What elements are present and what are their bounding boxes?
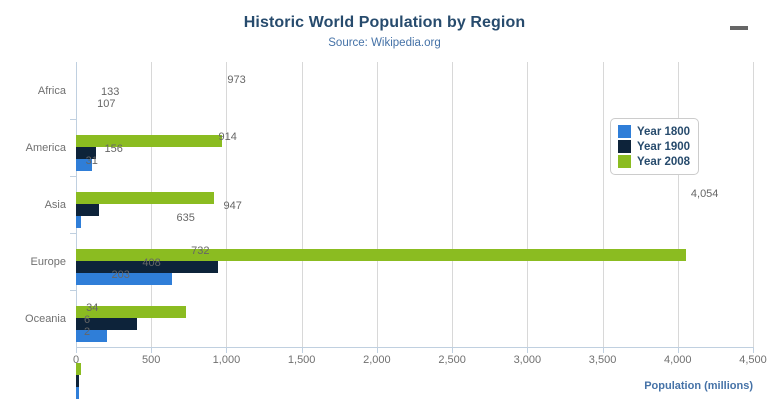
- bar-data-label: 6: [84, 313, 91, 326]
- x-axis-tick-label: 2,000: [363, 354, 391, 366]
- bar-data-label: 34: [86, 301, 99, 314]
- bar-europe-year-1800[interactable]: [76, 329, 107, 342]
- bar-america-year-1900[interactable]: [76, 203, 100, 216]
- bar-data-label: 2: [84, 325, 91, 338]
- x-axis-tick: [226, 347, 228, 353]
- x-gridline: [226, 62, 228, 347]
- y-axis-tick: [70, 290, 76, 291]
- x-axis-tick: [527, 347, 529, 353]
- chart-subtitle: Source: Wikipedia.org: [328, 37, 441, 49]
- legend-label: Year 2008: [637, 155, 691, 168]
- bar-data-label: 914: [218, 130, 237, 143]
- bar-europe-year-2008[interactable]: [76, 305, 187, 318]
- bar-europe-year-1900[interactable]: [76, 317, 138, 330]
- y-axis-category-label: Europe: [30, 255, 66, 268]
- bar-oceania-year-2008[interactable]: [76, 362, 82, 375]
- bar-asia-year-1800[interactable]: [76, 272, 172, 285]
- x-gridline: [677, 62, 679, 347]
- bar-data-label: 156: [104, 142, 123, 155]
- bar-data-label: 107: [97, 97, 116, 110]
- y-axis-category-label: America: [25, 141, 66, 154]
- x-gridline: [602, 62, 604, 347]
- y-axis-tick: [70, 233, 76, 234]
- x-axis-tick: [301, 347, 303, 353]
- x-axis-tick-label: 4,000: [664, 354, 692, 366]
- bar-data-label: 408: [142, 256, 161, 269]
- bar-africa-year-2008[interactable]: [76, 134, 223, 147]
- x-gridline: [753, 62, 754, 347]
- x-axis-tick: [376, 347, 378, 353]
- legend-swatch-icon: [618, 125, 631, 138]
- y-axis-tick: [70, 176, 76, 177]
- legend-swatch-icon: [618, 155, 631, 168]
- legend-item-year-1900[interactable]: Year 1900: [618, 139, 690, 154]
- y-axis-category-label: Africa: [37, 84, 66, 97]
- bar-data-label: 947: [223, 199, 242, 212]
- x-axis-tick-label: 2,500: [438, 354, 466, 366]
- bar-asia-year-2008[interactable]: [76, 248, 686, 261]
- x-gridline: [452, 62, 454, 347]
- x-axis-tick: [753, 347, 754, 353]
- x-axis-tick: [602, 347, 604, 353]
- x-gridline: [376, 62, 378, 347]
- x-axis-tick-label: 4,500: [739, 354, 767, 366]
- bar-data-label: 973: [227, 73, 246, 86]
- bar-data-label: 635: [176, 211, 195, 224]
- bar-data-label: 133: [101, 85, 120, 98]
- y-axis-tick: [70, 119, 76, 120]
- x-axis-tick: [677, 347, 679, 353]
- x-gridline: [301, 62, 303, 347]
- x-axis-tick-label: 1,000: [212, 354, 241, 366]
- legend-item-year-1800[interactable]: Year 1800: [618, 124, 690, 139]
- legend-swatch-icon: [618, 140, 631, 153]
- chart-legend: Year 1800 Year 1900 Year 2008: [610, 118, 700, 175]
- bar-africa-year-1900[interactable]: [76, 146, 96, 159]
- bar-oceania-year-1800[interactable]: [76, 386, 79, 399]
- hamburger-menu-icon[interactable]: [730, 17, 754, 39]
- y-axis-category-label: Asia: [44, 198, 66, 211]
- x-axis-tick-label: 3,000: [513, 354, 542, 366]
- y-axis-category-label: Oceania: [25, 312, 66, 325]
- x-axis-tick-label: 0: [72, 354, 80, 366]
- x-axis-tick-label: 3,500: [588, 354, 617, 366]
- x-axis-tick: [151, 347, 153, 353]
- x-gridline: [527, 62, 529, 347]
- hamburger-bar-3: [730, 26, 748, 30]
- bar-asia-year-1900[interactable]: [76, 260, 219, 273]
- bar-oceania-year-1900[interactable]: [76, 374, 79, 387]
- bar-africa-year-1800[interactable]: [76, 158, 93, 171]
- plot-area: [76, 62, 754, 399]
- x-axis-line: [76, 347, 754, 348]
- bar-data-label: 31: [85, 154, 98, 167]
- x-axis-tick-label: 1,500: [287, 354, 316, 366]
- x-axis-title: Population (millions): [644, 380, 753, 392]
- bar-data-label: 4,054: [690, 187, 719, 200]
- chart-title: Historic World Population by Region: [243, 14, 526, 31]
- legend-label: Year 1900: [637, 140, 691, 153]
- x-gridline: [151, 62, 153, 347]
- x-axis-tick: [452, 347, 454, 353]
- x-axis-tick: [76, 347, 77, 353]
- bar-data-label: 732: [191, 244, 210, 257]
- bar-america-year-2008[interactable]: [76, 191, 214, 204]
- bar-data-label: 203: [111, 268, 130, 281]
- x-axis-tick-label: 500: [142, 354, 161, 366]
- legend-item-year-2008[interactable]: Year 2008: [618, 154, 690, 169]
- legend-label: Year 1800: [637, 125, 691, 138]
- bar-america-year-1800[interactable]: [76, 215, 81, 228]
